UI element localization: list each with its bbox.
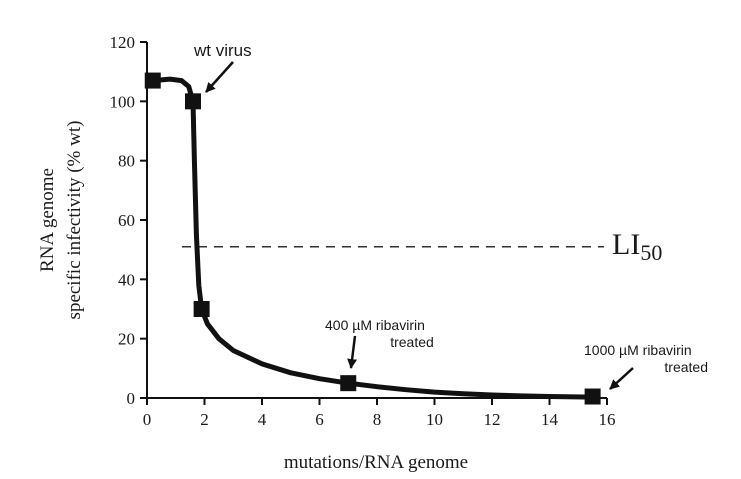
li50-label: LI50 <box>612 228 662 265</box>
data-point <box>193 301 210 317</box>
x-tick-label: 2 <box>200 410 209 429</box>
annotation-400-line2: treated <box>390 334 434 350</box>
fitted-curve <box>152 76 593 400</box>
x-tick-label: 8 <box>373 410 382 429</box>
x-tick-label: 4 <box>258 410 267 429</box>
x-ticks: 0 2 4 6 8 10 12 14 16 <box>143 398 616 429</box>
data-points <box>144 72 601 405</box>
x-tick-label: 16 <box>599 410 616 429</box>
annotation-wt-virus: wt virus <box>193 41 252 93</box>
annotation-400-arrow <box>347 335 358 369</box>
annotation-1000-line2: treated <box>664 359 708 375</box>
data-point <box>144 72 161 89</box>
y-tick-label: 100 <box>110 92 136 111</box>
x-tick-label: 0 <box>143 410 152 429</box>
annotation-wt-virus-label: wt virus <box>193 41 252 60</box>
y-tick-label: 120 <box>110 33 136 52</box>
x-tick-label: 12 <box>484 410 501 429</box>
x-axis-title: mutations/RNA genome <box>284 452 468 473</box>
y-tick-label: 60 <box>118 211 135 230</box>
y-tick-label: 40 <box>118 270 135 289</box>
y-axis-title-line1: RNA genome <box>37 168 58 272</box>
annotation-wt-virus-arrow <box>205 61 234 93</box>
y-tick-label: 80 <box>118 152 135 171</box>
data-point <box>584 388 601 405</box>
li50-label-main: LI <box>612 228 640 261</box>
y-tick-label: 20 <box>118 330 135 349</box>
y-tick-label: 0 <box>127 389 136 408</box>
x-tick-label: 10 <box>426 410 443 429</box>
data-point <box>340 375 357 392</box>
annotation-400-ribavirin: 400 µM ribavirin treated <box>325 317 434 369</box>
li50-label-subscript: 50 <box>640 240 662 265</box>
y-ticks: 0 20 40 60 80 100 120 <box>110 33 147 408</box>
annotation-1000-ribavirin: 1000 µM ribavirin treated <box>584 342 708 390</box>
data-point <box>185 93 201 110</box>
plot-area: 0 20 40 60 80 100 120 0 2 4 6 8 10 12 14 16 <box>110 33 616 429</box>
annotation-400-line1: 400 µM ribavirin <box>325 317 425 333</box>
annotation-1000-arrow <box>609 367 634 390</box>
y-axis-title-line2: specific infectivity (% wt) <box>64 121 85 320</box>
x-tick-label: 6 <box>315 410 324 429</box>
x-tick-label: 14 <box>541 410 559 429</box>
annotation-1000-line1: 1000 µM ribavirin <box>584 342 692 358</box>
